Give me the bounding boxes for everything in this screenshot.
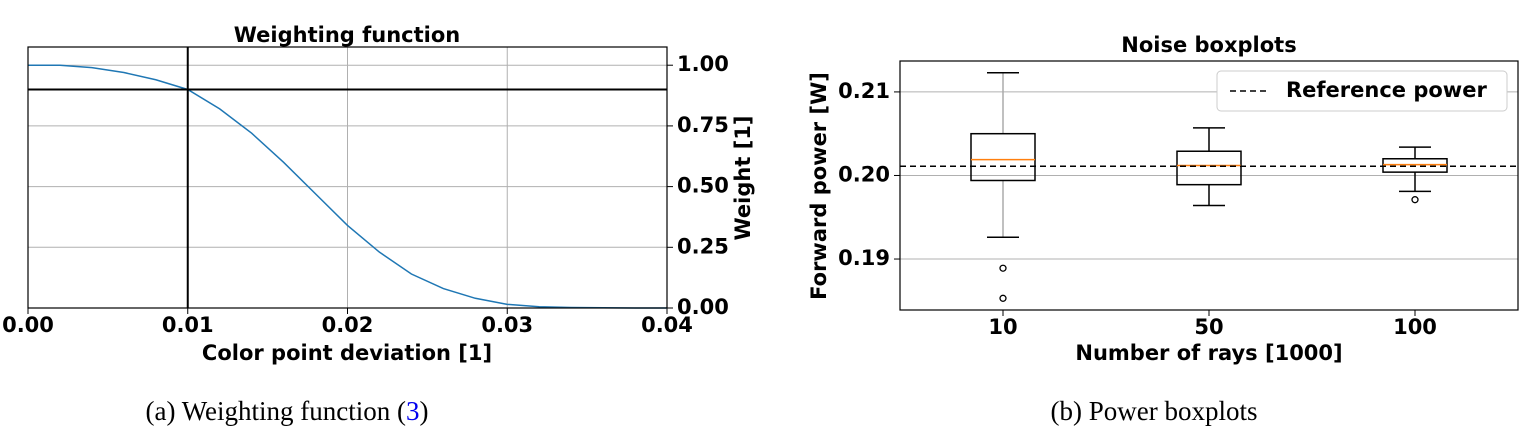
caption-text: (a) Weighting function ( <box>145 396 406 426</box>
legend-label: Reference power <box>1286 78 1487 102</box>
x-tick-label: 0.03 <box>481 313 533 337</box>
caption-ref: 3 <box>406 396 420 426</box>
x-tick-label: 0.02 <box>322 313 374 337</box>
legend-frame <box>1216 70 1508 112</box>
caption: (a) Weighting function (3) <box>145 396 428 426</box>
y-tick-label: 0.19 <box>838 246 890 270</box>
y-tick-label: 0.50 <box>677 174 729 198</box>
y-axis-label: Weight [1] <box>731 116 755 241</box>
flier <box>999 294 1007 302</box>
y-tick-label: 0.25 <box>677 234 729 258</box>
x-tick-label: 0.04 <box>641 313 693 337</box>
x-tick-label: 0.01 <box>162 313 214 337</box>
chart-title: Noise boxplots <box>1121 33 1296 57</box>
x-tick-label: 100 <box>1393 315 1437 339</box>
x-tick-label: 10 <box>988 315 1017 339</box>
line-series <box>28 64 667 309</box>
box <box>1176 150 1242 186</box>
flier <box>999 264 1007 272</box>
caption: (b) Power boxplots <box>1051 396 1258 426</box>
x-tick-label: 0.00 <box>2 313 54 337</box>
chart-title: Weighting function <box>234 23 460 47</box>
x-axis-label: Color point deviation [1] <box>202 341 492 365</box>
plot-frame <box>899 60 1519 311</box>
y-tick-label: 0.75 <box>677 113 729 137</box>
caption-text: ) <box>420 396 429 426</box>
x-tick-label: 50 <box>1194 315 1223 339</box>
x-axis-label: Number of rays [1000] <box>1075 341 1342 365</box>
flier <box>1411 196 1419 204</box>
plot-frame <box>27 46 668 309</box>
y-tick-label: 1.00 <box>677 52 729 76</box>
legend: Reference power <box>1216 70 1508 112</box>
y-tick-label: 0.20 <box>838 162 890 186</box>
y-tick-label: 0.21 <box>838 79 890 103</box>
y-axis-label: Forward power [W] <box>807 72 831 300</box>
box <box>1382 158 1448 173</box>
y-tick-label: 0.00 <box>677 295 729 319</box>
box <box>970 132 1036 182</box>
